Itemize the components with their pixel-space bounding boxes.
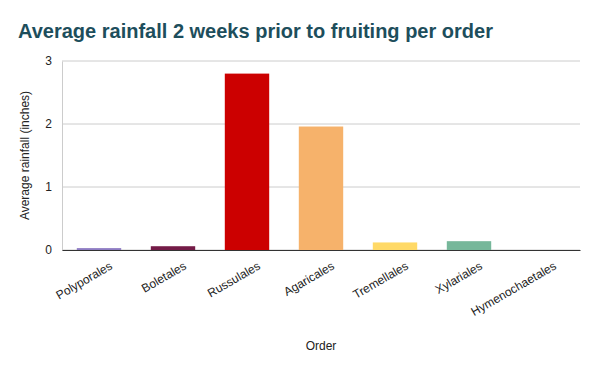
y-tick-label: 1 [45, 180, 52, 194]
y-axis: 0 1 2 3 [45, 54, 62, 257]
y-tick-label: 2 [45, 117, 52, 131]
y-tick: 1 [45, 180, 62, 194]
title: Average rainfall 2 weeks prior to fruiti… [18, 20, 493, 42]
x-tick: Boletales [139, 259, 189, 296]
grid-line [62, 124, 580, 125]
x-tick: Hymenochaetales [469, 259, 559, 319]
x-tick-label: Boletales [139, 259, 189, 296]
x-axis-line [63, 250, 581, 251]
x-tick-label: Tremellales [350, 259, 410, 302]
x-tick-label: Russulales [205, 259, 263, 300]
bar [151, 246, 195, 250]
x-tick-label: Xylariales [433, 259, 485, 297]
plot-area: 0 1 2 3 Polyporales Boletales Russulales Agaric… [45, 54, 580, 319]
chart: Average rainfall 2 weeks prior to fruiti… [0, 0, 600, 371]
y-tick: 3 [45, 54, 62, 68]
bar [299, 127, 343, 250]
x-tick: Russulales [205, 259, 263, 300]
x-axis-title: Order [306, 339, 337, 353]
bar [77, 248, 121, 250]
x-axis: Polyporales Boletales Russulales Agaricales… [53, 251, 580, 319]
bar [521, 250, 565, 251]
bar [373, 242, 417, 250]
x-tick: Polyporales [53, 259, 114, 302]
x-tick: Xylariales [433, 259, 485, 297]
y-tick-label: 0 [45, 243, 52, 257]
grid-line [62, 61, 580, 62]
x-tick-label: Hymenochaetales [469, 259, 559, 319]
grid [62, 61, 580, 250]
x-tick-label: Polyporales [53, 259, 114, 302]
y-tick: 2 [45, 117, 62, 131]
bars [77, 74, 491, 250]
bar [447, 241, 491, 250]
y-axis-title: Average rainfall (inches) [18, 91, 32, 220]
x-tick: Tremellales [350, 259, 410, 302]
x-tick-label: Agaricales [281, 259, 337, 299]
bar [225, 74, 269, 250]
y-axis-line [62, 62, 63, 251]
x-tick: Agaricales [281, 259, 337, 299]
y-tick-label: 3 [45, 54, 52, 68]
y-tick: 0 [45, 243, 62, 257]
